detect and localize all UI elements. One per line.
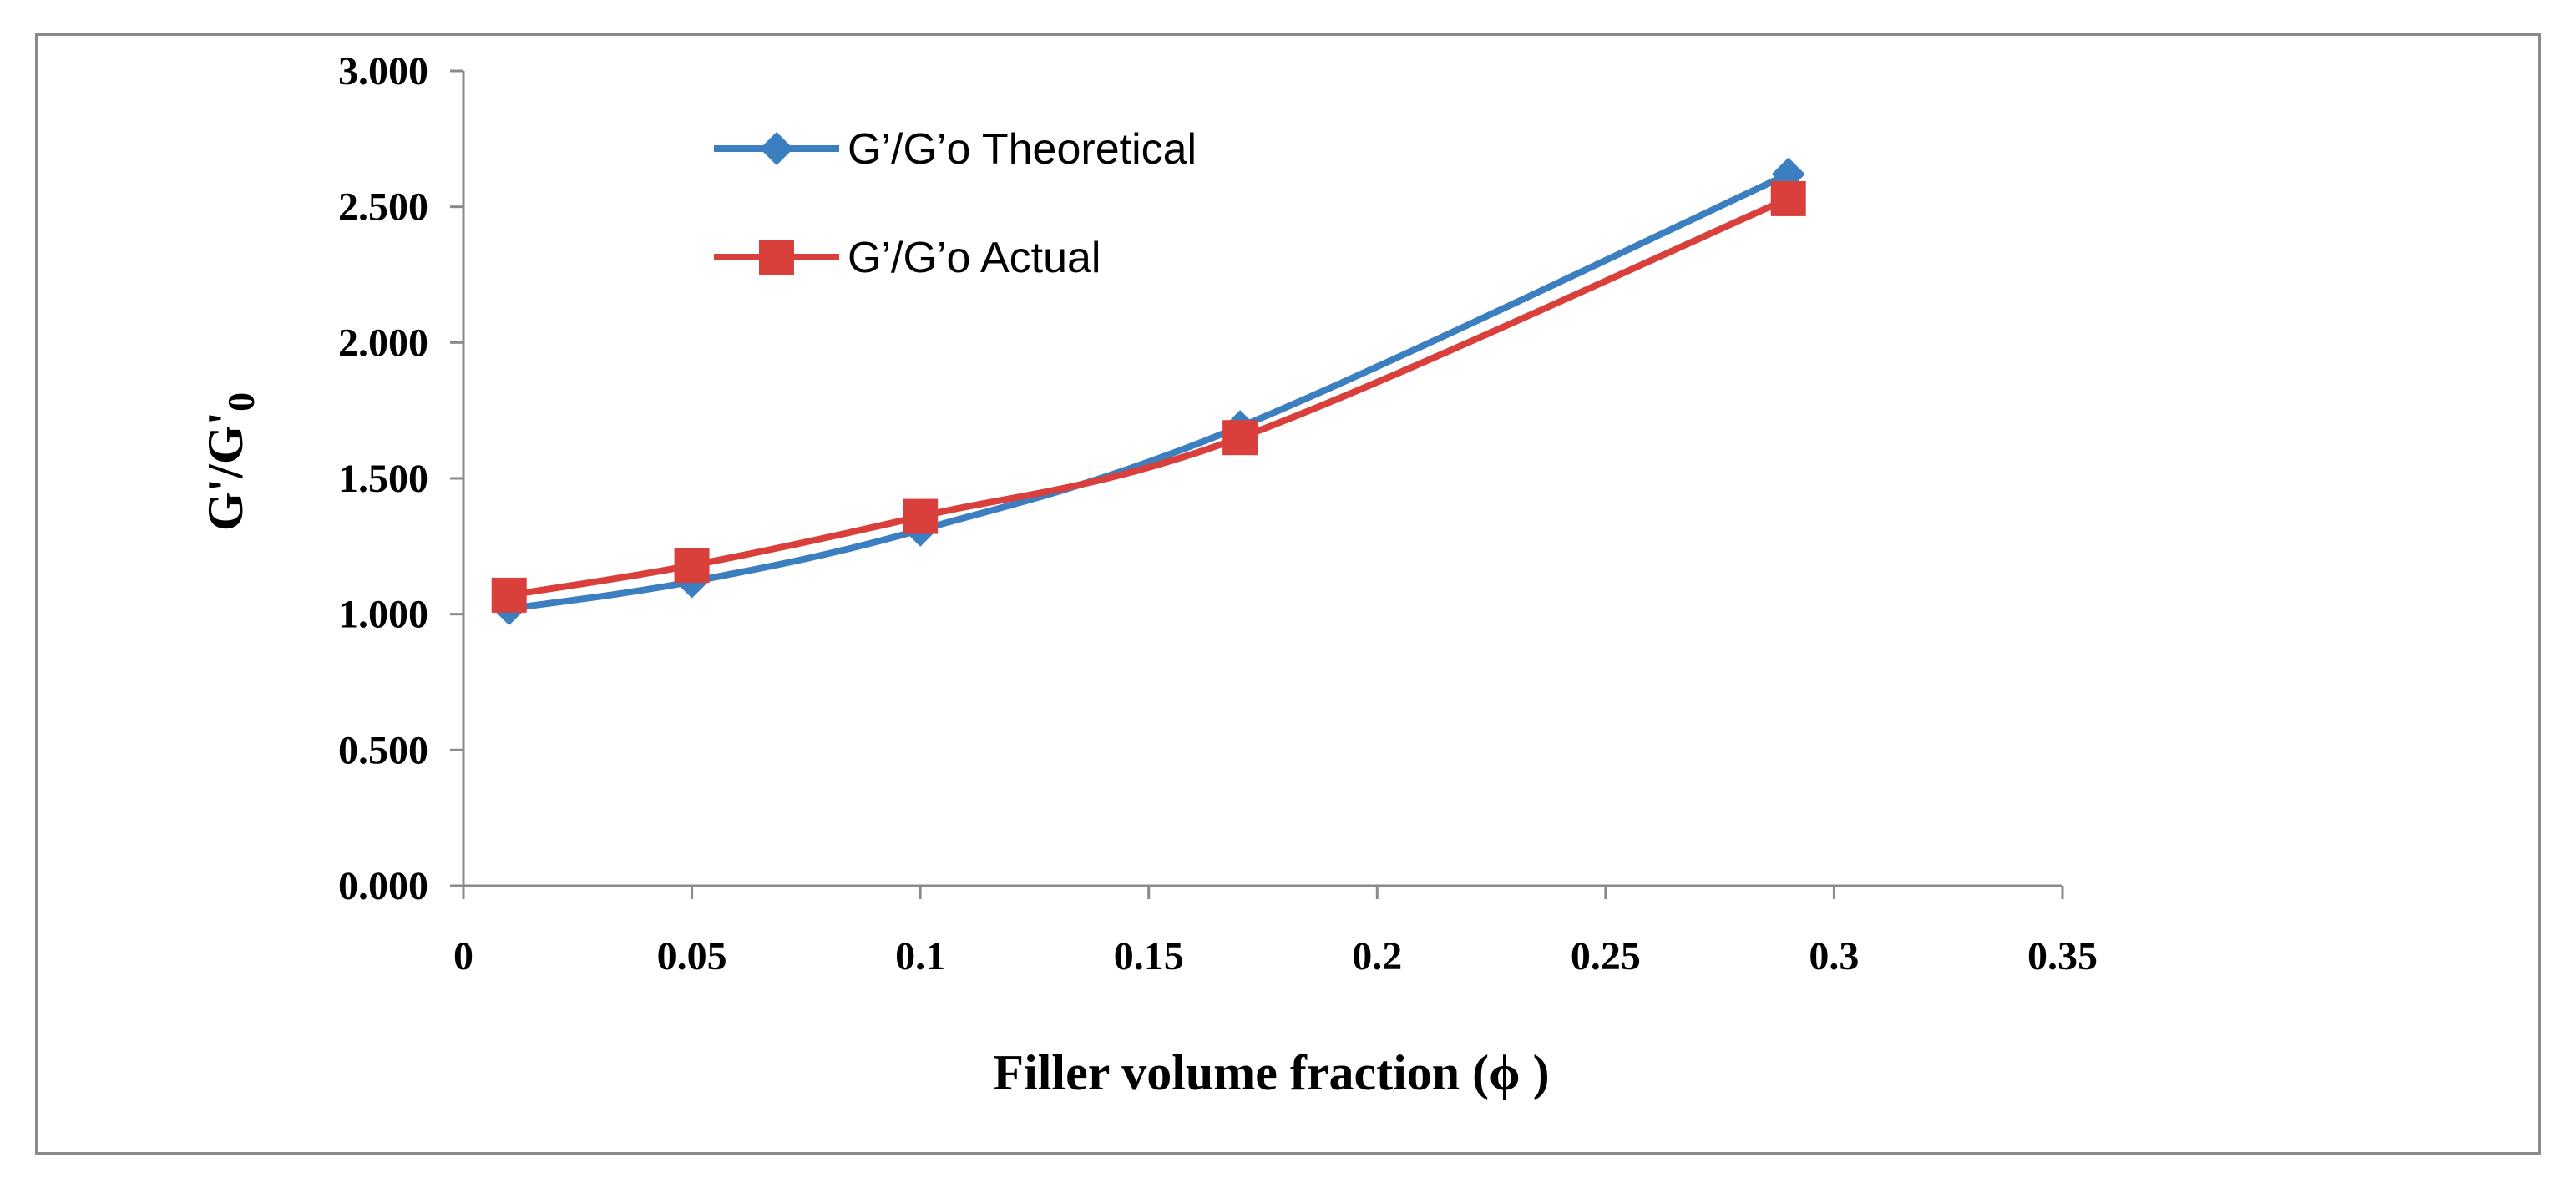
legend: G’/G’o Theoretical G’/G’o Actual — [714, 125, 1197, 282]
legend-swatch-marker — [759, 240, 794, 275]
chart-frame: 0.000 0.500 1.000 1.500 2.000 2.500 3.000 0 0.0… — [35, 33, 2541, 1155]
legend-item: G’/G’o Theoretical — [714, 125, 1197, 174]
legend-swatch-marker — [760, 132, 793, 165]
y-tick-label: 1.000 — [338, 593, 428, 637]
data-point-square — [1770, 180, 1806, 216]
legend-label: G’/G’o Theoretical — [848, 125, 1197, 174]
x-tick-label: 0.05 — [657, 934, 727, 978]
legend-item: G’/G’o Actual — [714, 234, 1101, 282]
axes — [462, 71, 2062, 887]
x-tick-label: 0.15 — [1114, 934, 1184, 978]
y-tick-label: 1.500 — [338, 457, 428, 501]
y-tick-label: 2.500 — [338, 185, 428, 230]
y-axis-title-subscript: 0 — [220, 392, 262, 412]
x-tick-label: 0.1 — [895, 934, 945, 978]
x-tick-label: 0.2 — [1352, 934, 1402, 978]
y-axis-ticks: 0.000 0.500 1.000 1.500 2.000 2.500 3.000 — [338, 49, 463, 908]
x-tick-label: 0.25 — [1571, 934, 1641, 978]
y-tick-label: 3.000 — [338, 49, 428, 94]
y-axis-title: G'/G'0 — [198, 392, 262, 531]
x-tick-label: 0.3 — [1809, 934, 1859, 978]
series-layer — [491, 157, 1806, 626]
series-line — [505, 195, 1792, 599]
data-point-square — [491, 577, 527, 613]
x-axis-title: Filler volume fraction (ϕ ) — [993, 1045, 1549, 1100]
data-point-square — [903, 498, 939, 534]
line-chart: 0.000 0.500 1.000 1.500 2.000 2.500 3.000 0 0.0… — [198, 49, 2098, 1100]
x-tick-label: 0.35 — [2027, 934, 2098, 978]
data-point-square — [674, 548, 710, 584]
y-tick-label: 0.000 — [338, 864, 428, 908]
x-tick-label: 0 — [453, 934, 473, 978]
y-tick-label: 0.500 — [338, 728, 428, 772]
y-axis-title-main: G'/G' — [198, 412, 253, 531]
legend-label: G’/G’o Actual — [848, 234, 1101, 282]
y-tick-label: 2.000 — [338, 321, 428, 365]
series-line — [505, 170, 1792, 613]
x-axis-ticks: 0 0.05 0.1 0.15 0.2 0.25 0.3 0.35 — [453, 886, 2098, 978]
data-point-square — [1222, 420, 1258, 456]
series-actual — [491, 180, 1806, 613]
